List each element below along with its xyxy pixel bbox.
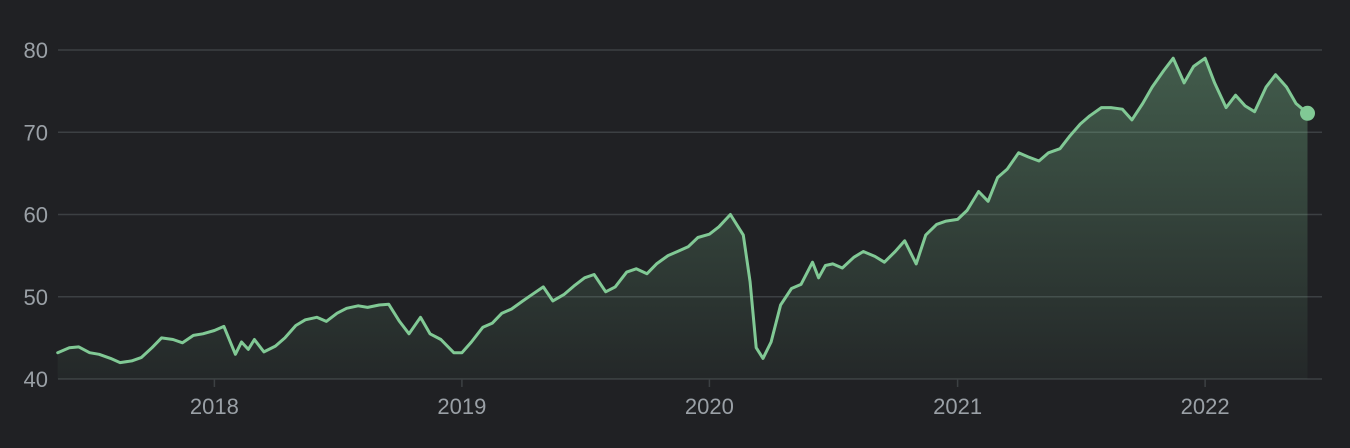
line-layer (56, 56, 1315, 365)
series-area (57, 58, 1308, 379)
y-tick-label: 80 (24, 38, 48, 63)
last-value-dot (1300, 105, 1315, 121)
y-tick-label: 50 (24, 285, 48, 310)
y-tick-label: 60 (24, 203, 48, 228)
label-layer: 40 50 60 70 80 2018 2019 2020 2021 2022 (24, 38, 1230, 419)
x-tick-label: 2022 (1181, 394, 1230, 419)
y-tick-label: 40 (24, 367, 48, 392)
series-line (56, 56, 1309, 365)
x-tick-label: 2021 (933, 394, 982, 419)
x-tick-label: 2018 (190, 394, 239, 419)
area-layer (57, 58, 1308, 379)
y-tick-label: 70 (24, 120, 48, 145)
x-tick-label: 2020 (685, 394, 734, 419)
x-tick-label: 2019 (437, 394, 486, 419)
